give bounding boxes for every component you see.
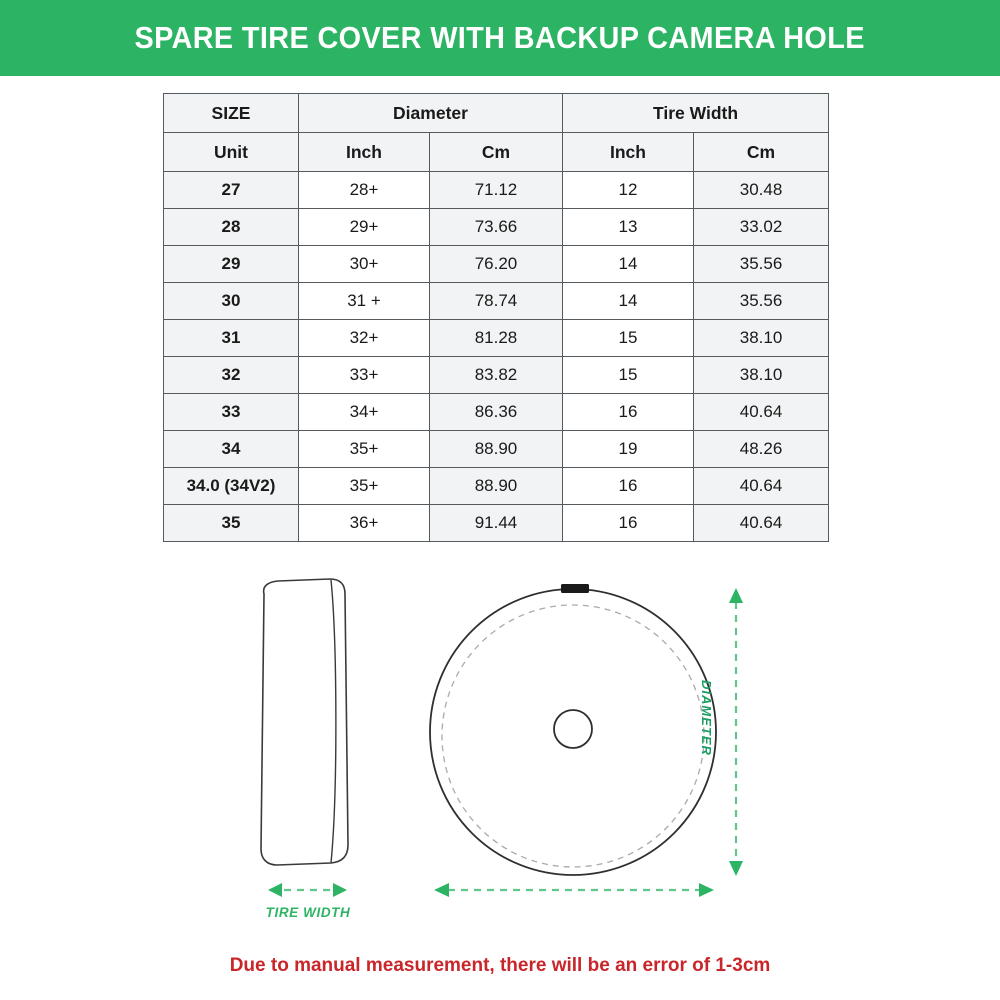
- cell-diameter-inch: 33+: [298, 356, 430, 394]
- table-row: 31 32+ 81.28 15 38.10: [163, 319, 830, 357]
- top-tab: [561, 584, 589, 593]
- column-header-width-cm: Cm: [692, 132, 830, 172]
- cell-width-cm: 33.02: [692, 208, 830, 246]
- front-view-shape: [429, 584, 717, 876]
- table-row: 27 28+ 71.12 12 30.48: [163, 171, 830, 209]
- cell-width-inch: 15: [562, 356, 694, 394]
- cell-diameter-inch: 32+: [298, 319, 430, 357]
- table-row: 34 35+ 88.90 19 48.26: [163, 430, 830, 468]
- cell-size: 34.0 (34V2): [163, 467, 299, 505]
- table-unit-header-row: Unit Inch Cm Inch Cm: [163, 132, 830, 172]
- cell-width-inch: 14: [562, 245, 694, 283]
- measurement-disclaimer: Due to manual measurement, there will be…: [229, 955, 771, 976]
- cell-width-inch: 15: [562, 319, 694, 357]
- cell-size: 32: [163, 356, 299, 394]
- cell-size: 31: [163, 319, 299, 357]
- cell-width-cm: 40.64: [692, 504, 830, 542]
- cell-diameter-inch: 29+: [298, 208, 430, 246]
- column-header-diameter-inch: Inch: [298, 132, 430, 172]
- table-row: 32 33+ 83.82 15 38.10: [163, 356, 830, 394]
- cell-diameter-cm: 71.12: [429, 171, 563, 209]
- cell-diameter-cm: 76.20: [429, 245, 563, 283]
- cell-width-cm: 38.10: [692, 356, 830, 394]
- column-header-diameter-cm: Cm: [429, 132, 563, 172]
- side-view-shape: [260, 578, 349, 866]
- cell-width-inch: 14: [562, 282, 694, 320]
- cell-width-cm: 35.56: [692, 282, 830, 320]
- table-body: 27 28+ 71.12 12 30.48 28 29+ 73.66 13 33.02 29 30+ 7…: [163, 171, 830, 542]
- cell-size: 35: [163, 504, 299, 542]
- cell-width-cm: 48.26: [692, 430, 830, 468]
- page-title: SPARE TIRE COVER WITH BACKUP CAMERA HOLE: [134, 20, 866, 55]
- table-row: 30 31 +78.74 14 35.56: [163, 282, 830, 320]
- cell-size: 29: [163, 245, 299, 283]
- cell-width-inch: 12: [562, 171, 694, 209]
- cell-size: 33: [163, 393, 299, 431]
- diameter-label: DIAMETER: [699, 680, 714, 756]
- table-header: SIZE Diameter Tire Width Unit Inch Cm In…: [163, 93, 830, 172]
- size-chart-table: SIZE Diameter Tire Width Unit Inch Cm In…: [163, 93, 830, 542]
- cell-diameter-cm: 91.44: [429, 504, 563, 542]
- table-row: 29 30+ 76.20 14 35.56: [163, 245, 830, 283]
- table-row: 34.0 (34V2) 35+ 88.90 16 40.64: [163, 467, 830, 505]
- cell-diameter-cm: 86.36: [429, 393, 563, 431]
- cell-diameter-cm: 81.28: [429, 319, 563, 357]
- cell-diameter-inch: 36+: [298, 504, 430, 542]
- column-header-size: SIZE: [163, 93, 299, 133]
- cell-diameter-inch: 35+: [298, 430, 430, 468]
- cell-width-inch: 13: [562, 208, 694, 246]
- column-header-tire-width: Tire Width: [561, 93, 830, 133]
- diameter-horizontal-dimension-arrow: [434, 883, 714, 897]
- header-banner: SPARE TIRE COVER WITH BACKUP CAMERA HOLE: [0, 0, 1000, 76]
- cell-diameter-inch: 30+: [298, 245, 430, 283]
- cell-diameter-inch: 28+: [298, 171, 430, 209]
- cell-diameter-inch: 34+: [298, 393, 430, 431]
- cell-diameter-cm: 73.66: [429, 208, 563, 246]
- cell-width-cm: 35.56: [692, 245, 830, 283]
- table-group-header-row: SIZE Diameter Tire Width: [163, 93, 830, 133]
- cell-size: 34: [163, 430, 299, 468]
- table-row: 33 34+ 86.36 16 40.64: [163, 393, 830, 431]
- cell-diameter-cm: 83.82: [429, 356, 563, 394]
- cell-width-cm: 40.64: [692, 467, 830, 505]
- cell-diameter-cm: 88.90: [429, 467, 563, 505]
- cell-width-inch: 16: [562, 504, 694, 542]
- cell-width-cm: 40.64: [692, 393, 830, 431]
- column-header-width-inch: Inch: [562, 132, 694, 172]
- product-diagram: [0, 560, 1000, 940]
- cell-diameter-cm: 88.90: [429, 430, 563, 468]
- cell-width-cm: 30.48: [692, 171, 830, 209]
- cell-size: 30: [163, 282, 299, 320]
- column-header-diameter: Diameter: [298, 93, 563, 133]
- cell-size: 27: [163, 171, 299, 209]
- cell-width-inch: 19: [562, 430, 694, 468]
- cell-width-inch: 16: [562, 393, 694, 431]
- cell-diameter-inch: 31 +: [298, 282, 430, 320]
- cell-diameter-cm: 78.74: [429, 282, 563, 320]
- tire-width-label: TIRE WIDTH: [265, 905, 351, 920]
- size-chart-table-container: SIZE Diameter Tire Width Unit Inch Cm In…: [163, 93, 830, 542]
- diameter-vertical-dimension-arrow: [729, 588, 743, 876]
- cell-width-cm: 38.10: [692, 319, 830, 357]
- cell-width-inch: 16: [562, 467, 694, 505]
- table-row: 28 29+ 73.66 13 33.02: [163, 208, 830, 246]
- tire-width-dimension-arrow: [268, 883, 347, 897]
- column-header-unit: Unit: [163, 132, 299, 172]
- cell-diameter-inch: 35+: [298, 467, 430, 505]
- table-row: 35 36+ 91.44 16 40.64: [163, 504, 830, 542]
- camera-hole: [553, 709, 593, 749]
- cell-size: 28: [163, 208, 299, 246]
